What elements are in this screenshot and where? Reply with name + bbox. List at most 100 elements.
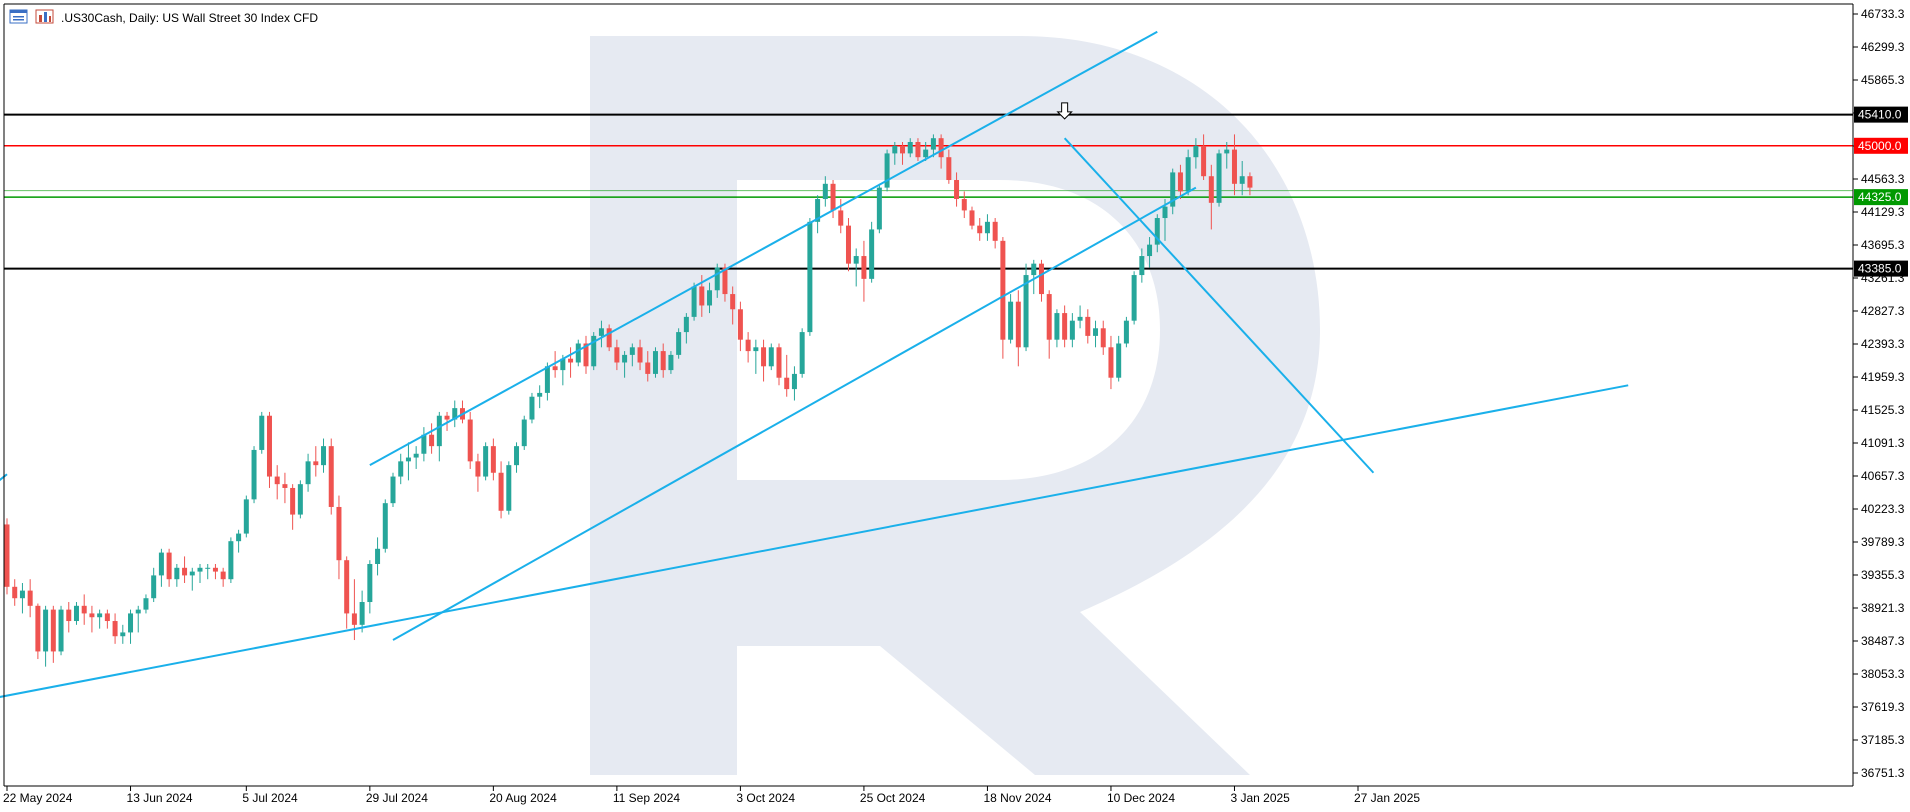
- candle: [498, 461, 504, 519]
- candle: [228, 537, 234, 584]
- trendline-channel-lower: [392, 186, 1197, 641]
- candle: [328, 438, 334, 515]
- trendline-long-term-support: [0, 384, 1629, 698]
- candle: [845, 218, 851, 272]
- candle: [737, 301, 743, 352]
- candle: [73, 602, 79, 625]
- candle: [1147, 237, 1153, 268]
- candle: [351, 579, 357, 641]
- sell-arrow-marker: [1056, 102, 1073, 120]
- candle: [321, 438, 327, 473]
- candle: [413, 446, 419, 469]
- price-badge-black: 43385.0: [1854, 260, 1908, 277]
- candle: [1038, 259, 1044, 302]
- candle: [336, 495, 342, 580]
- candle: [282, 472, 288, 504]
- x-tick-label: 18 Nov 2024: [983, 791, 1051, 805]
- candle: [915, 138, 921, 162]
- candle: [197, 563, 203, 584]
- x-tick-label: 25 Oct 2024: [860, 791, 926, 805]
- chart-header: .US30Cash, Daily: US Wall Street 30 Inde…: [9, 9, 318, 25]
- y-tick-label: 38053.3: [1861, 667, 1905, 681]
- candle: [398, 453, 404, 485]
- candle: [969, 206, 975, 230]
- candle: [930, 134, 936, 158]
- candle: [97, 609, 103, 629]
- candle: [622, 351, 628, 378]
- candle: [50, 605, 56, 663]
- candle: [483, 442, 489, 481]
- candle: [815, 195, 821, 234]
- candle: [676, 328, 682, 359]
- candle: [961, 191, 967, 219]
- y-axis: 46733.346299.345865.345431.344997.344563…: [1853, 7, 1905, 780]
- candle: [375, 537, 381, 576]
- candle: [1015, 290, 1021, 367]
- candle: [652, 347, 658, 378]
- candle: [591, 332, 597, 371]
- plot-frame: [3, 3, 1854, 787]
- candle: [521, 415, 527, 450]
- y-tick-label: 41525.3: [1861, 403, 1905, 417]
- x-tick-label: 3 Jan 2025: [1230, 791, 1290, 805]
- candle: [290, 484, 296, 530]
- x-tick-label: 29 Jul 2024: [366, 791, 428, 805]
- candle: [27, 579, 33, 618]
- trendlines: [0, 30, 1629, 698]
- y-tick-label: 46733.3: [1861, 7, 1905, 21]
- candle: [4, 518, 10, 595]
- candle: [1085, 309, 1091, 344]
- candle: [66, 602, 72, 633]
- candle: [869, 221, 875, 283]
- candle: [1008, 294, 1014, 344]
- candle: [606, 324, 612, 352]
- y-tick-label: 42393.3: [1861, 337, 1905, 351]
- candle: [174, 563, 180, 587]
- candle: [390, 472, 396, 507]
- candle: [575, 339, 581, 367]
- candle: [1201, 134, 1207, 181]
- y-tick-label: 37185.3: [1861, 733, 1905, 747]
- chart-window-icon[interactable]: [9, 9, 28, 24]
- candle: [544, 362, 550, 401]
- candle: [1177, 164, 1183, 200]
- candle: [135, 605, 141, 633]
- candle: [1231, 134, 1237, 196]
- candle: [923, 141, 929, 162]
- candle: [1100, 320, 1106, 355]
- svg-text:43385.0: 43385.0: [1858, 262, 1902, 276]
- y-tick-label: 46299.3: [1861, 40, 1905, 54]
- candle: [1093, 320, 1099, 348]
- candle: [1170, 168, 1176, 215]
- candle: [81, 594, 87, 625]
- candle: [730, 286, 736, 325]
- trendline-channel-upper: [369, 30, 1158, 467]
- svg-text:45000.0: 45000.0: [1858, 139, 1902, 153]
- candle: [838, 199, 844, 234]
- candle: [791, 366, 797, 401]
- x-tick-label: 11 Sep 2024: [613, 791, 680, 805]
- candle: [707, 282, 713, 314]
- y-tick-label: 37619.3: [1861, 700, 1905, 714]
- candle: [128, 609, 134, 644]
- candle: [900, 141, 906, 165]
- candle: [822, 176, 828, 207]
- candle: [1224, 141, 1230, 169]
- candle: [490, 438, 496, 481]
- candle: [1123, 316, 1129, 348]
- candle: [1062, 305, 1068, 348]
- candle: [598, 320, 604, 348]
- candle: [1077, 305, 1083, 329]
- candle: [189, 567, 195, 591]
- candle: [954, 172, 960, 207]
- x-tick-label: 3 Oct 2024: [736, 791, 795, 805]
- bar-chart-icon[interactable]: [35, 9, 54, 24]
- candle: [1185, 149, 1191, 196]
- candle: [58, 605, 64, 656]
- candle: [683, 313, 689, 344]
- candle: [529, 392, 535, 424]
- candle: [143, 594, 149, 614]
- candle: [1031, 259, 1037, 295]
